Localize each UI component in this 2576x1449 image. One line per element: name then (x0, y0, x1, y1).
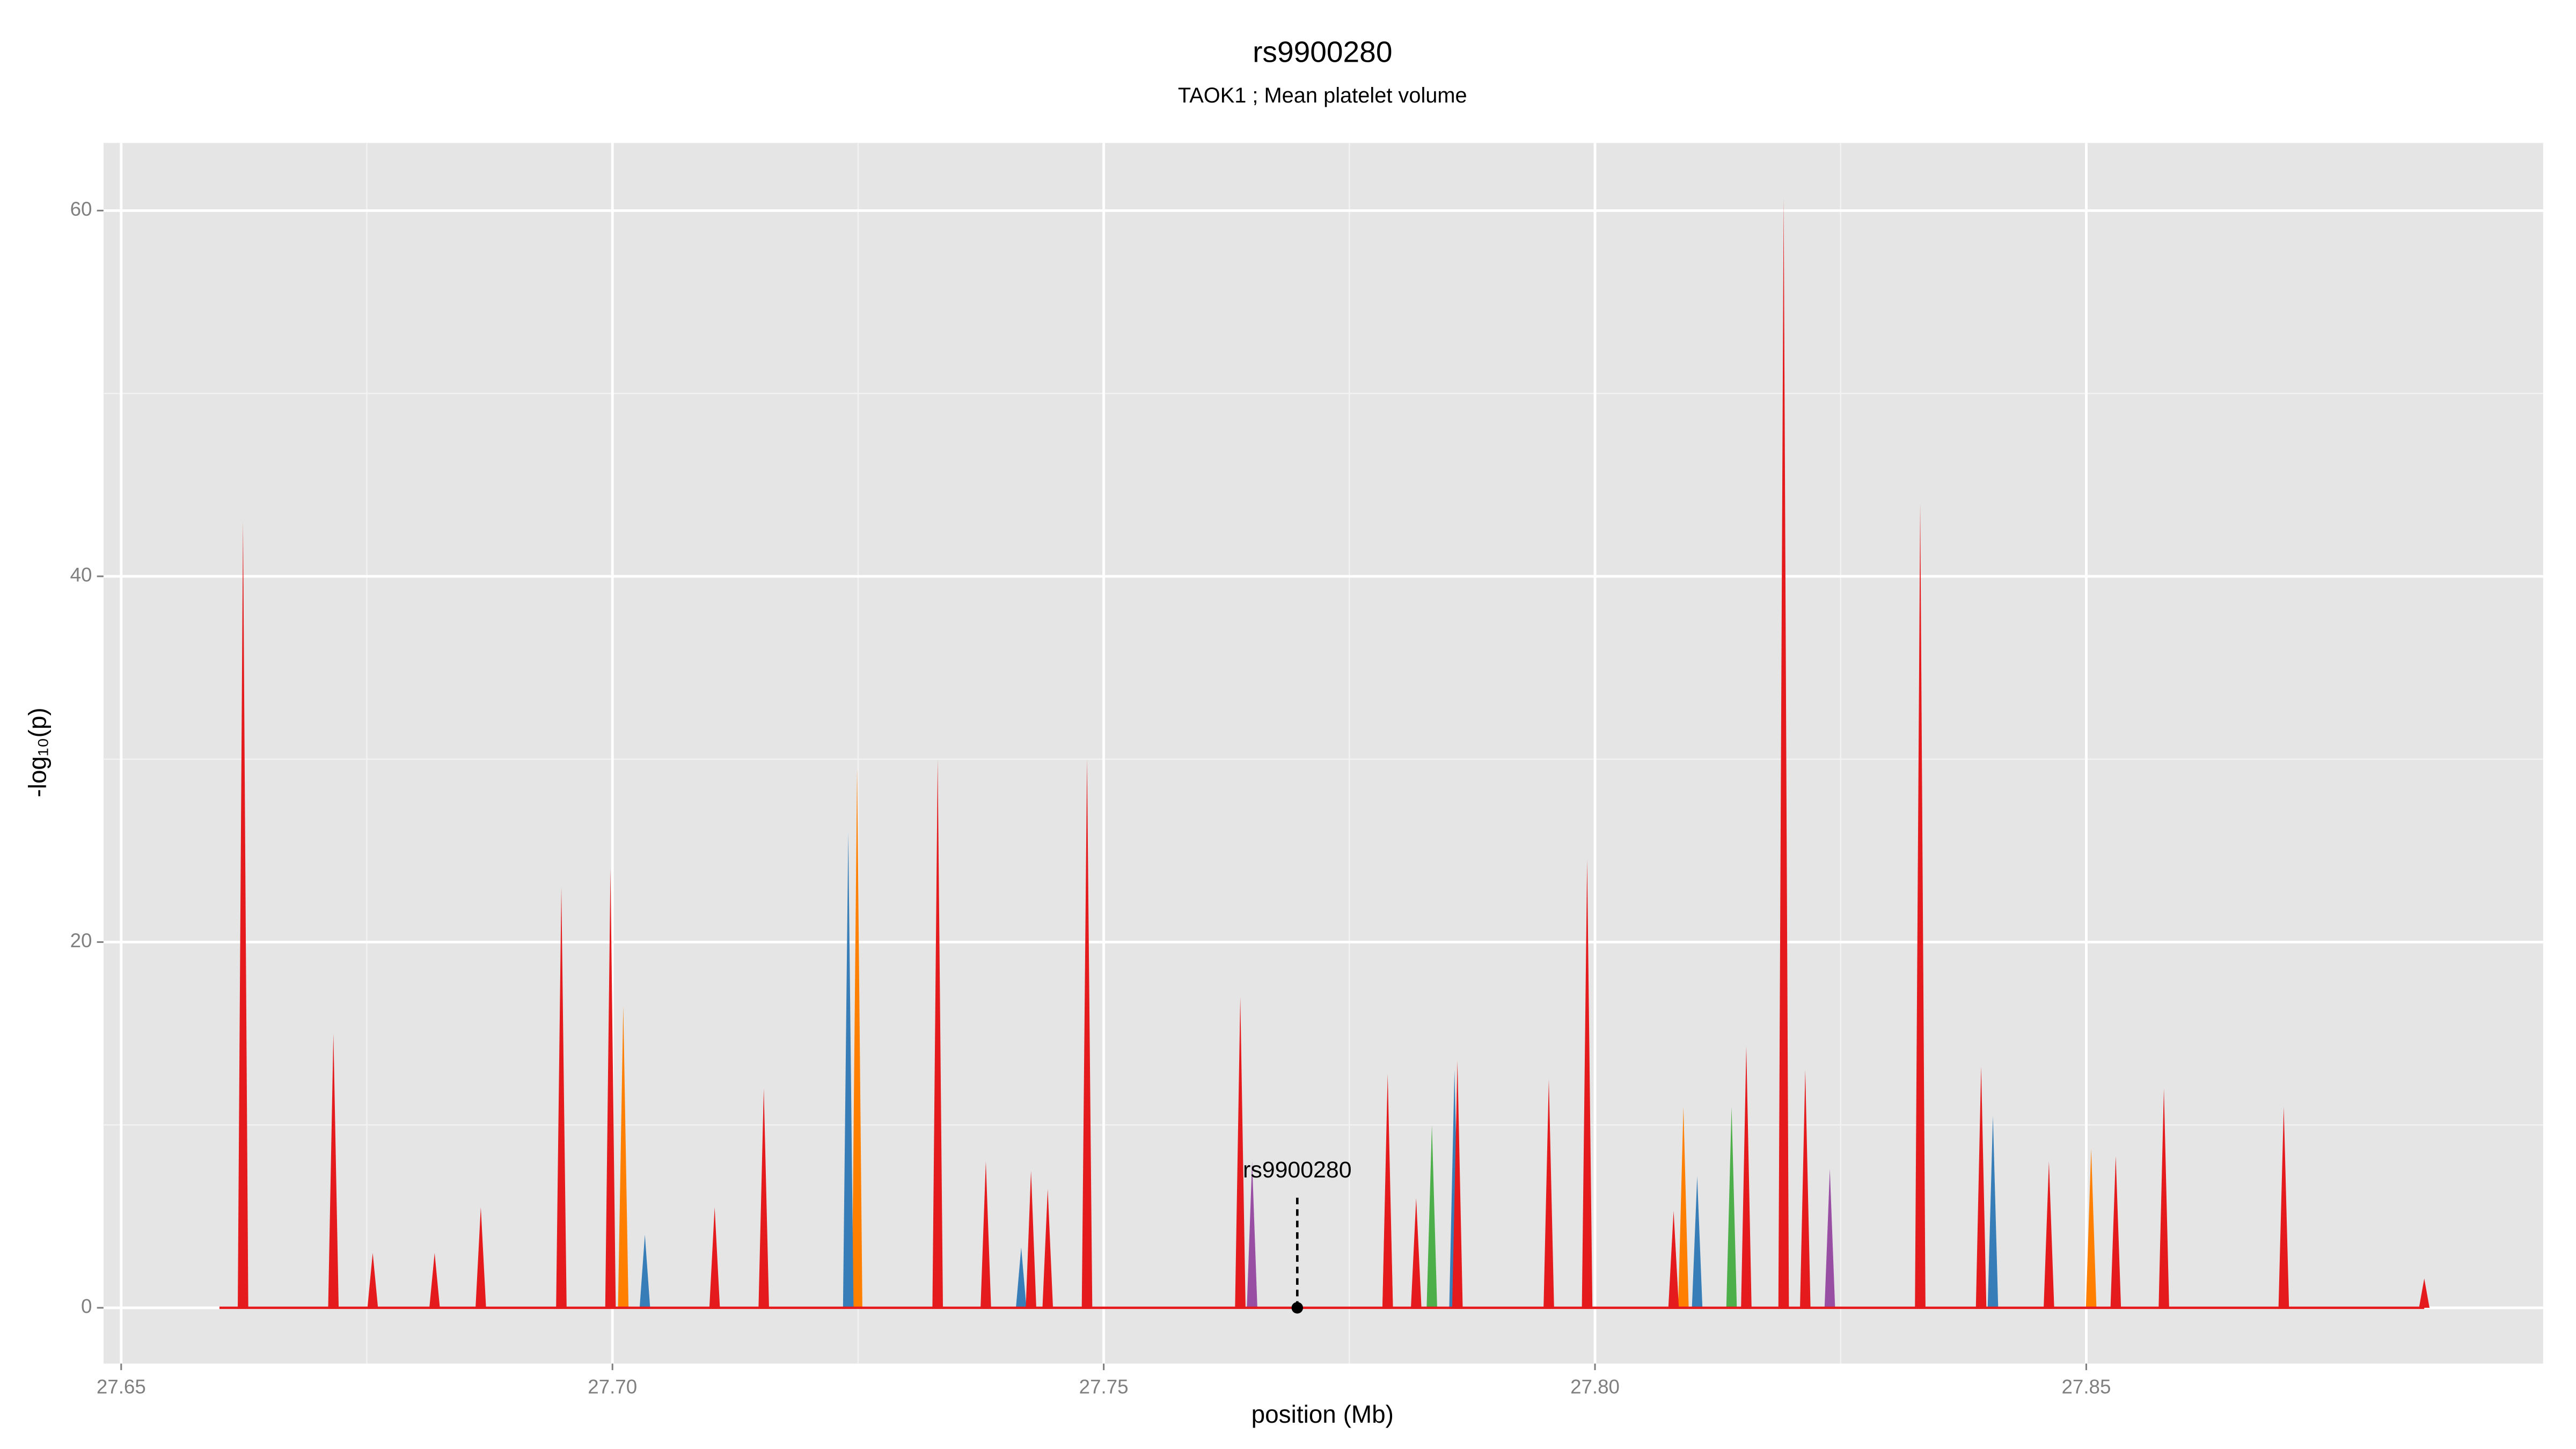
peak (843, 832, 854, 1308)
peak (2110, 1156, 2121, 1308)
peak (639, 1234, 650, 1308)
peak (1016, 1247, 1027, 1308)
peak (1915, 503, 1926, 1308)
peak (618, 1006, 629, 1308)
x-tick-label: 27.85 (2062, 1375, 2111, 1397)
x-tick-label: 27.75 (1079, 1375, 1129, 1397)
peak (1042, 1189, 1053, 1308)
annotation-label: rs9900280 (1243, 1157, 1351, 1183)
peak (980, 1161, 991, 1308)
peak (1824, 1168, 1835, 1308)
peak (1987, 1116, 1999, 1308)
peak (605, 869, 616, 1308)
x-axis-label: position (Mb) (1252, 1400, 1394, 1428)
peak (1692, 1176, 1703, 1308)
x-tick-label: 27.80 (1570, 1375, 1620, 1397)
peak (238, 521, 248, 1308)
chart-title: rs9900280 (1253, 35, 1392, 69)
peak (1426, 1125, 1437, 1308)
y-tick-label: 20 (70, 930, 92, 952)
peak (475, 1207, 486, 1308)
peak (758, 1088, 769, 1308)
peak (1247, 1161, 1257, 1308)
y-axis-label: -log₁₀(p) (24, 707, 52, 797)
peak (709, 1207, 720, 1308)
peak (1778, 197, 1789, 1308)
peak (1452, 1060, 1463, 1308)
peak (367, 1253, 378, 1308)
x-tick-label: 27.70 (588, 1375, 637, 1397)
marks: rs9900280 (219, 197, 2430, 1314)
peak (429, 1253, 440, 1308)
peak (1726, 1107, 1737, 1308)
x-tick-label: 27.65 (97, 1375, 146, 1397)
peak (1026, 1170, 1036, 1308)
peak (1582, 860, 1593, 1308)
peak (1678, 1107, 1689, 1308)
peak (2278, 1107, 2289, 1308)
peak (1382, 1073, 1393, 1308)
peak (1235, 997, 1246, 1308)
peak (2085, 1148, 2097, 1308)
peak (1543, 1079, 1554, 1308)
y-tick-label: 40 (70, 564, 92, 586)
panel (103, 143, 2543, 1364)
peak (2158, 1088, 2169, 1308)
peak (1411, 1198, 1422, 1308)
peak (2419, 1278, 2430, 1308)
peak (1975, 1066, 1987, 1308)
peak (852, 768, 862, 1308)
peak (1741, 1046, 1752, 1308)
peak (328, 1033, 339, 1308)
peak (1668, 1211, 1679, 1308)
peak (1081, 759, 1093, 1308)
y-tick-label: 0 (81, 1296, 92, 1318)
chart-subtitle: TAOK1 ; Mean platelet volume (1178, 84, 1467, 107)
peak (932, 759, 943, 1308)
y-tick-label: 60 (70, 198, 92, 220)
peak (1800, 1070, 1811, 1308)
peak (556, 887, 567, 1308)
peak (2044, 1161, 2054, 1308)
annotation-point (1291, 1302, 1304, 1314)
